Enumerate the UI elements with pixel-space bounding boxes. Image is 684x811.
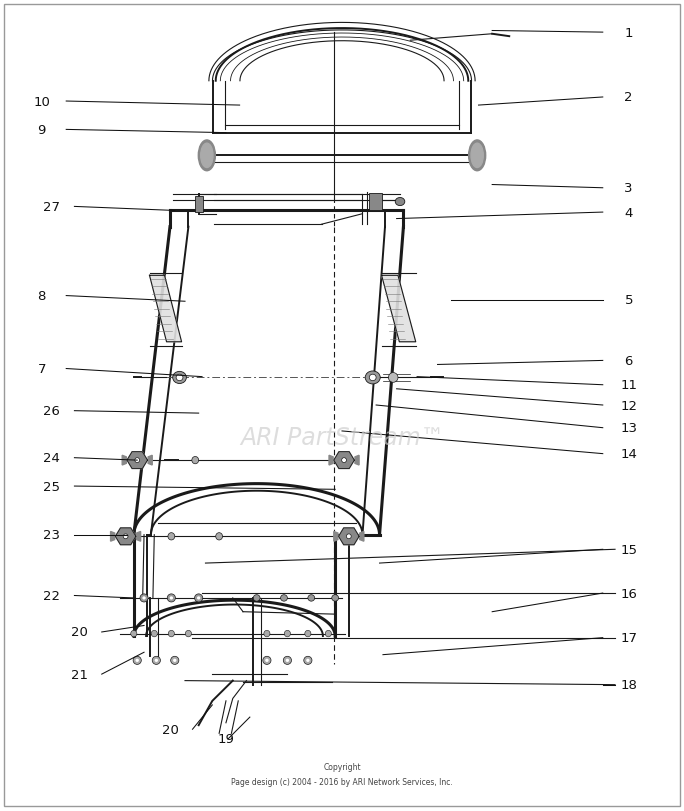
Ellipse shape [326, 631, 332, 637]
Ellipse shape [142, 597, 146, 600]
Text: 10: 10 [34, 96, 50, 109]
Ellipse shape [168, 631, 174, 637]
Text: 7: 7 [38, 363, 46, 375]
Text: 24: 24 [44, 452, 60, 465]
Ellipse shape [135, 458, 140, 463]
Ellipse shape [168, 594, 175, 603]
Ellipse shape [471, 144, 484, 169]
Ellipse shape [306, 659, 310, 662]
Ellipse shape [135, 659, 139, 662]
Polygon shape [122, 456, 127, 466]
Text: Page design (c) 2004 - 2016 by ARI Network Services, Inc.: Page design (c) 2004 - 2016 by ARI Netwo… [231, 777, 453, 786]
Text: 16: 16 [620, 587, 637, 600]
Polygon shape [355, 456, 359, 466]
Ellipse shape [194, 594, 202, 603]
Polygon shape [329, 456, 333, 466]
Text: 20: 20 [70, 626, 88, 639]
Ellipse shape [369, 375, 376, 381]
Bar [369, 193, 382, 211]
Polygon shape [339, 528, 359, 545]
Ellipse shape [253, 595, 260, 602]
Ellipse shape [153, 656, 161, 664]
Ellipse shape [140, 594, 148, 603]
Polygon shape [360, 532, 364, 542]
Ellipse shape [200, 144, 213, 169]
Polygon shape [127, 453, 148, 469]
Ellipse shape [346, 534, 351, 539]
Text: 17: 17 [620, 632, 637, 645]
Ellipse shape [264, 631, 270, 637]
Bar [195, 196, 203, 212]
Ellipse shape [151, 631, 157, 637]
Ellipse shape [280, 595, 287, 602]
Polygon shape [116, 528, 136, 545]
Ellipse shape [176, 375, 183, 381]
Ellipse shape [308, 595, 315, 602]
Ellipse shape [171, 656, 179, 664]
Ellipse shape [173, 659, 176, 662]
Text: 1: 1 [624, 27, 633, 40]
Ellipse shape [305, 631, 311, 637]
Polygon shape [148, 456, 153, 466]
Ellipse shape [168, 533, 174, 540]
Text: ARI PartStream™: ARI PartStream™ [240, 426, 444, 450]
Ellipse shape [155, 659, 158, 662]
Ellipse shape [173, 372, 186, 384]
Ellipse shape [265, 659, 269, 662]
Ellipse shape [263, 656, 271, 664]
Text: Copyright: Copyright [323, 762, 361, 771]
Text: 2: 2 [624, 92, 633, 105]
Ellipse shape [133, 656, 142, 664]
Text: 27: 27 [43, 200, 60, 213]
Ellipse shape [342, 458, 346, 463]
Ellipse shape [197, 597, 200, 600]
Polygon shape [150, 276, 181, 342]
Text: 19: 19 [218, 732, 235, 745]
Text: 18: 18 [620, 678, 637, 691]
Text: 20: 20 [161, 723, 179, 736]
Text: 9: 9 [38, 124, 46, 137]
Ellipse shape [185, 631, 192, 637]
Text: 14: 14 [620, 448, 637, 461]
Ellipse shape [332, 595, 339, 602]
Text: 22: 22 [43, 590, 60, 603]
Text: 11: 11 [620, 379, 637, 392]
Text: 6: 6 [624, 354, 633, 367]
Ellipse shape [304, 656, 312, 664]
Ellipse shape [469, 141, 486, 171]
Ellipse shape [215, 533, 222, 540]
Text: 8: 8 [38, 290, 46, 303]
Text: 26: 26 [44, 405, 60, 418]
Ellipse shape [395, 198, 405, 206]
Text: 25: 25 [43, 480, 60, 493]
Text: 4: 4 [624, 206, 633, 219]
Text: 15: 15 [620, 543, 637, 556]
Polygon shape [111, 532, 115, 542]
Ellipse shape [283, 656, 291, 664]
Ellipse shape [170, 597, 173, 600]
Text: 5: 5 [624, 294, 633, 307]
Ellipse shape [198, 141, 215, 171]
Text: 21: 21 [70, 667, 88, 680]
Text: 12: 12 [620, 399, 637, 412]
Ellipse shape [285, 631, 291, 637]
Text: 13: 13 [620, 422, 637, 435]
Ellipse shape [131, 631, 137, 637]
Polygon shape [382, 276, 416, 342]
Polygon shape [137, 532, 141, 542]
Polygon shape [334, 532, 338, 542]
Polygon shape [334, 453, 354, 469]
Ellipse shape [365, 371, 380, 384]
Ellipse shape [192, 457, 198, 464]
Text: 3: 3 [624, 182, 633, 195]
Ellipse shape [286, 659, 289, 662]
Ellipse shape [389, 373, 398, 383]
Ellipse shape [123, 534, 128, 539]
Text: 23: 23 [43, 529, 60, 542]
